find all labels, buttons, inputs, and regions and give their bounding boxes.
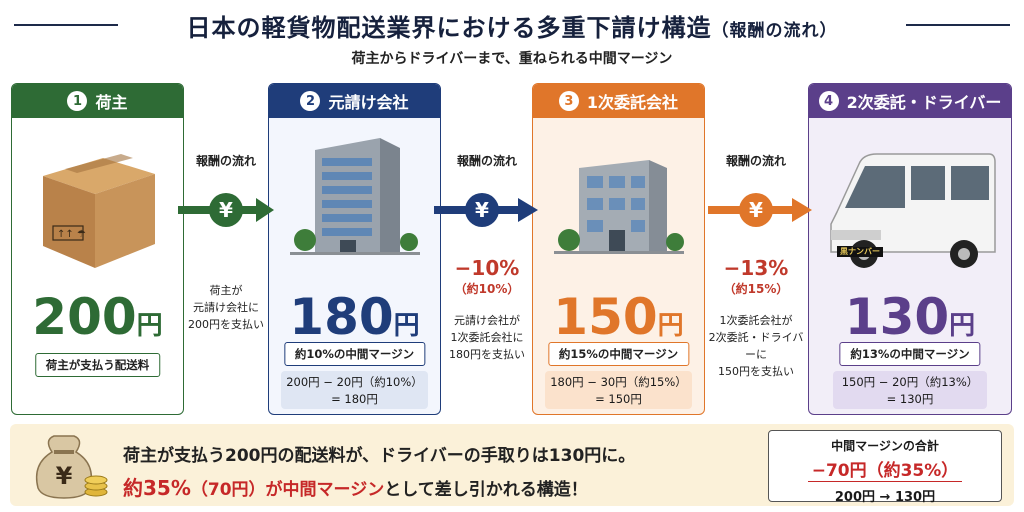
svg-text:¥: ¥ (219, 198, 233, 222)
margin-tag: 約13%の中間マージン (839, 342, 981, 366)
flow-label-2: 報酬の流れ (456, 154, 517, 168)
card-driver: 4 2次委託・ドライバー 黒ナンバー 130円 約13%の中間マージン 150円… (808, 83, 1012, 415)
svg-text:¥: ¥ (475, 198, 489, 222)
price-prime: 180円 (289, 288, 420, 346)
calc-box: 150円 − 20円（約13%） = 130円 (833, 371, 987, 409)
card-prime-contractor: 2 元請け会社 180円 約10%の中間マージン 200円 − 20円（約10%… (268, 83, 441, 415)
flow-note-3: 1次委託会社が 2次委託・ドライバーに 150円を支払い (708, 314, 804, 378)
summary-text-1: 荷主が支払う200円の配送料が、ドライバーの手取りは130円に。 (123, 446, 636, 466)
calc-line-2: = 180円 (331, 392, 378, 406)
office-building-icon (290, 138, 420, 255)
svg-text:↑↑ ☂: ↑↑ ☂ (57, 229, 86, 240)
calc-line-2: = 150円 (595, 392, 642, 406)
office-building-icon (554, 160, 684, 254)
title-line-right (906, 24, 1010, 26)
title-line-left (14, 24, 118, 26)
calc-box: 180円 − 30円（約15%） = 150円 (545, 371, 692, 409)
yen-coin-icon: ¥ (465, 193, 499, 227)
cardboard-box-icon: ↑↑ ☂ (43, 154, 155, 268)
calc-line-2: = 130円 (886, 392, 934, 406)
svg-text:¥: ¥ (749, 198, 763, 222)
summary-banner: ¥ 荷主が支払う200円の配送料が、ドライバーの手取りは130円に。 約35%（… (10, 424, 1014, 506)
calc-box: 200円 − 20円（約10%） = 180円 (281, 371, 428, 409)
price-shipper: 200円 (32, 288, 163, 346)
calc-line-1: 150円 − 20円（約13%） (841, 375, 979, 389)
margin-tag: 約10%の中間マージン (283, 342, 426, 366)
card-header: 2 元請け会社 (269, 84, 440, 118)
step-number: 4 (818, 91, 839, 111)
flow-label-1: 報酬の流れ (195, 154, 256, 168)
card-title: 荷主 (95, 93, 128, 112)
card-title: 1次委託会社 (586, 93, 679, 112)
money-bag-icon: ¥ (35, 435, 108, 499)
calc-line-1: 200円 − 20円（約10%） (286, 375, 423, 389)
price-first-sub: 150円 (553, 288, 684, 346)
margin-total-range: 200円 → 130円 (834, 490, 936, 505)
flow-note-2: 元請け会社が 1次委託会社に 180円を支払い (449, 314, 525, 361)
yen-coin-icon: ¥ (209, 193, 243, 227)
flow-arrow-3: ¥ (708, 193, 812, 227)
margin-total-value: −70円（約35%） (807, 456, 963, 482)
price-driver: 130円 (844, 288, 976, 346)
page-subtitle: 荷主からドライバーまで、重ねられる中間マージン (351, 51, 673, 67)
flow-label-3: 報酬の流れ (725, 154, 786, 168)
card-header: 1 荷主 (12, 84, 183, 118)
delivery-van-icon (830, 153, 996, 268)
license-plate: 黒ナンバー (837, 247, 883, 257)
card-title: 2次委託・ドライバー (846, 93, 1002, 112)
flow-arrow-2: ¥ (434, 193, 538, 227)
price-tag: 荷主が支払う配送料 (34, 353, 161, 377)
margin-total-title: 中間マージンの合計 (831, 439, 939, 453)
yen-coin-icon: ¥ (739, 193, 773, 227)
page-title: 日本の軽貨物配送業界における多重下請け構造（報酬の流れ） (186, 14, 838, 42)
calc-line-1: 180円 − 30円（約15%） (550, 375, 687, 389)
card-header: 3 1次委託会社 (533, 84, 704, 118)
margin-percent-3: −13% （約15%） (723, 256, 789, 296)
margin-tag: 約15%の中間マージン (547, 342, 690, 366)
margin-total-box: 中間マージンの合計 −70円（約35%） 200円 → 130円 (768, 430, 1002, 505)
flow-note-1: 荷主が 元請け会社に 200円を支払い (188, 284, 264, 331)
step-number: 3 (558, 91, 579, 111)
step-number: 2 (300, 91, 321, 111)
svg-text:¥: ¥ (56, 462, 73, 490)
flow-arrow-1: ¥ (178, 193, 274, 227)
step-number: 1 (67, 91, 88, 111)
card-shipper: 1 荷主 ↑↑ ☂ 200円 荷主が支払う配送料 (11, 83, 184, 415)
card-title: 元請け会社 (328, 93, 409, 112)
card-header: 4 2次委託・ドライバー (809, 84, 1011, 118)
title-suffix: （報酬の流れ） (711, 21, 838, 41)
summary-text-2: 約35%（70円）が中間マージンとして差し引かれる構造！ (123, 476, 588, 500)
margin-percent-2: −10% （約10%） (454, 256, 520, 296)
card-first-subcontractor: 3 1次委託会社 150円 約15%の中間マージン 180円 − 30円（約15… (532, 83, 705, 415)
